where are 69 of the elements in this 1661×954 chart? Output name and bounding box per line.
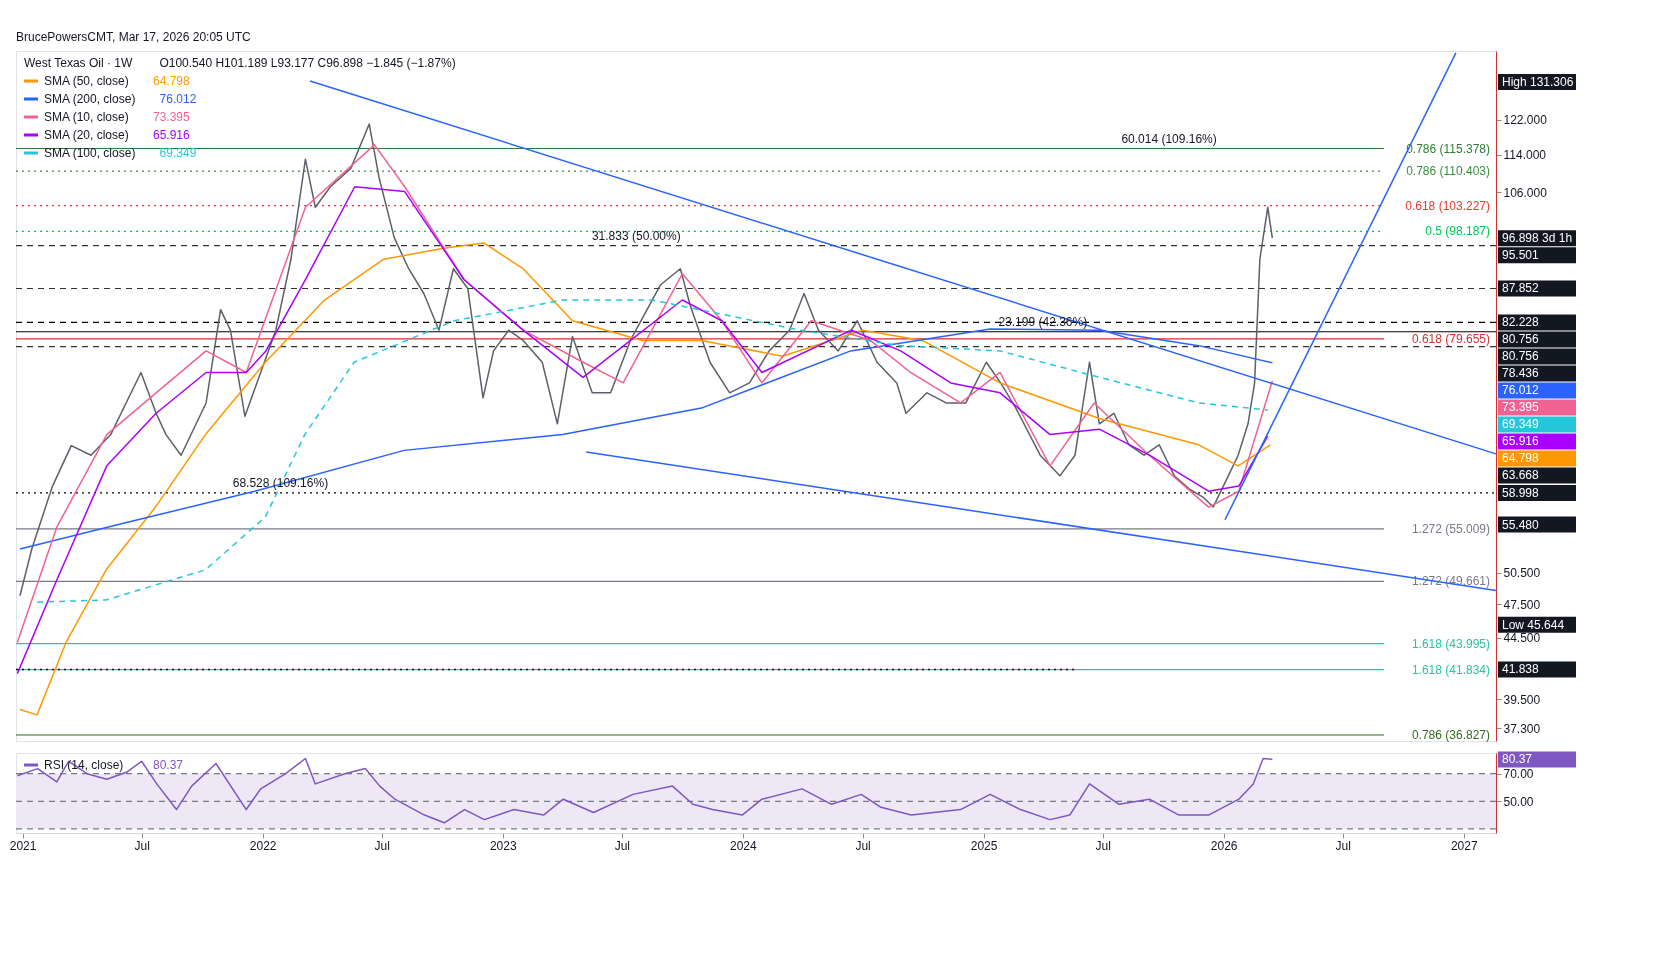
ref-line-label: 0.786 (36.827): [1411, 728, 1490, 743]
annotation: 69.349: [159, 146, 197, 160]
annotation: 65.916: [153, 128, 191, 142]
legend-label: SMA (10, close): [44, 110, 129, 124]
line-series: [19, 242, 1272, 716]
text: 87.852: [1502, 281, 1540, 296]
text: Low 45.644: [1502, 617, 1565, 632]
text: 64.798: [1502, 451, 1539, 466]
text: 95.501: [1502, 248, 1540, 263]
y-tick-label: 37.300: [1503, 721, 1541, 736]
legend-label: SMA (200, close): [44, 92, 136, 106]
text: 78.436: [1502, 366, 1540, 381]
x-tick-label: 2027: [1450, 838, 1478, 853]
y-tick-label: 44.500: [1503, 631, 1541, 646]
ref-line-label: 1.272 (55.009): [1411, 521, 1490, 536]
text: 76.012: [1502, 383, 1539, 398]
text: 41.838: [1502, 662, 1540, 677]
chart-title: West Texas Oil · 1W: [24, 56, 133, 70]
annotation: 60.014 (109.16%): [1121, 131, 1217, 146]
x-tick-label: Jul: [374, 838, 390, 853]
text: 96.898 3d 1h: [1502, 231, 1573, 246]
x-tick-label: Jul: [1095, 838, 1111, 853]
text: 63.668: [1502, 468, 1540, 483]
line-series: [36, 299, 1269, 603]
ref-line-label: 0.618 (103.227): [1405, 198, 1490, 213]
x-tick-label: 2023: [489, 838, 517, 853]
x-tick-label: 2024: [729, 838, 758, 853]
ref-line-label: 0.5 (98.187): [1425, 224, 1490, 239]
y-tick-label: 39.500: [1503, 692, 1541, 707]
x-tick-label: 2025: [970, 838, 998, 853]
y-tick-label: 106.000: [1503, 185, 1548, 200]
x-tick-label: Jul: [855, 838, 871, 853]
text: 58.998: [1502, 485, 1540, 500]
ref-line-label: 1.618 (41.834): [1411, 662, 1490, 677]
x-tick-label: 2022: [249, 838, 277, 853]
text: BrucePowersCMT, Mar 17, 2026 20:05 UTC: [16, 30, 252, 44]
text: 69.349: [1502, 417, 1539, 432]
legend-label: SMA (20, close): [44, 128, 129, 142]
chart-subtitle: O100.540 H101.189 L93.177 C96.898 −1.845 (−1.87%): [159, 56, 456, 70]
text: 55.480: [1502, 517, 1540, 532]
x-tick-label: 2021: [9, 838, 37, 853]
legend-label: SMA (50, close): [44, 74, 129, 88]
text: 80.756: [1502, 332, 1540, 347]
y-tick-label: 50.00: [1503, 794, 1534, 809]
annotation: 73.395: [153, 110, 191, 124]
x-tick-label: Jul: [1335, 838, 1351, 853]
annotation: 31.833 (50.00%): [591, 228, 681, 243]
text: 80.37: [1502, 752, 1533, 767]
y-tick-label: 50.500: [1503, 566, 1541, 581]
text: 65.916: [1502, 434, 1539, 449]
y-tick-label: 122.000: [1503, 113, 1548, 128]
text: 73.395: [1502, 400, 1539, 415]
line-series: [16, 757, 1274, 824]
annotation: 76.012: [159, 92, 197, 106]
ref-line-label: 0.786 (110.403): [1406, 164, 1490, 179]
text: 80.756: [1502, 349, 1540, 364]
annotation: 64.798: [153, 74, 191, 88]
x-tick-label: Jul: [134, 838, 150, 853]
ref-line-label: 0.618 (79.655): [1411, 331, 1490, 346]
ref-line-label: 1.618 (43.995): [1411, 636, 1490, 651]
y-tick-label: 70.00: [1503, 767, 1534, 782]
x-tick-label: Jul: [614, 838, 630, 853]
legend-label: SMA (100, close): [44, 146, 136, 160]
y-tick-label: 114.000: [1503, 148, 1547, 163]
annotation: 80.37: [153, 758, 184, 772]
y-tick-label: 47.500: [1503, 597, 1541, 612]
text: 82.228: [1502, 315, 1540, 330]
x-tick-label: 2026: [1210, 838, 1238, 853]
text: High 131.306: [1502, 75, 1574, 90]
